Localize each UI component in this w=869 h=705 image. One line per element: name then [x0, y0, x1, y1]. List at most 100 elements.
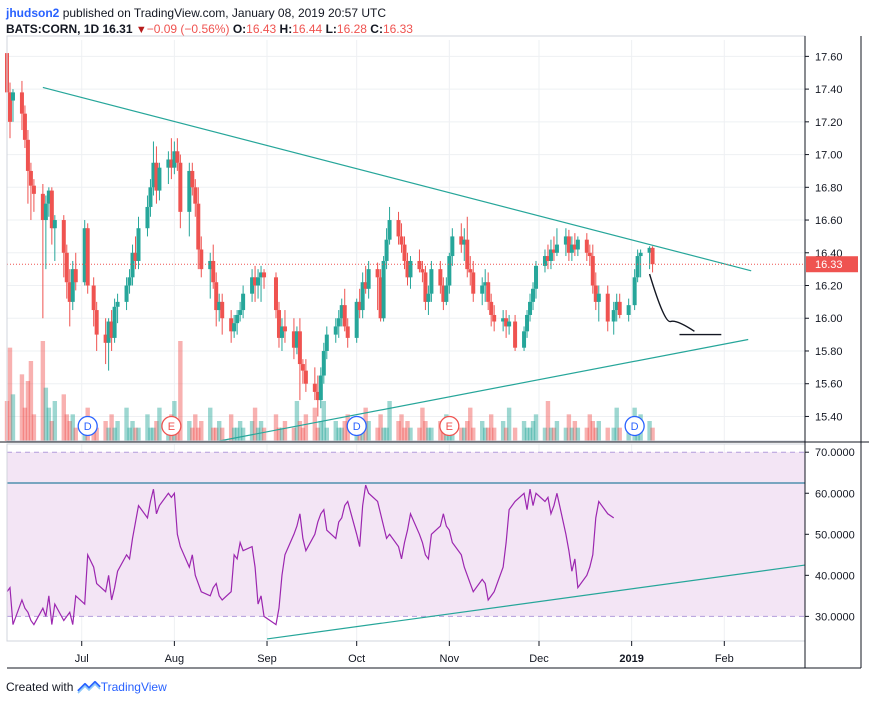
- chart-header: jhudson2 published on TradingView.com, J…: [6, 5, 856, 38]
- tradingview-brand[interactable]: TradingView: [100, 680, 167, 694]
- symbol-label: BATS:CORN, 1D: [6, 22, 100, 36]
- candle-body: [25, 139, 30, 171]
- candle-body: [587, 252, 592, 257]
- candle-body: [166, 159, 171, 168]
- candle-body: [363, 282, 368, 289]
- event-marker-label: D: [84, 421, 92, 433]
- candle-body: [256, 277, 261, 286]
- candle-body: [486, 282, 491, 302]
- price-tick-label: 15.40: [815, 411, 843, 423]
- open-value: 16.43: [246, 22, 277, 36]
- low-value: 16.28: [336, 22, 367, 36]
- volume-bar: [46, 407, 52, 441]
- last-price-badge: 16.33: [806, 256, 858, 273]
- volume-bar: [261, 427, 267, 441]
- candle-body: [106, 321, 111, 343]
- candle-body: [175, 151, 180, 163]
- volume-bar: [25, 381, 31, 441]
- volume-bar: [187, 421, 192, 441]
- volume-bar: [252, 407, 258, 441]
- candle-body: [417, 260, 422, 270]
- volume-bar: [22, 407, 28, 441]
- volume-bar: [228, 414, 234, 441]
- price-tick-label: 16.00: [815, 313, 843, 325]
- volume-bars: [4, 341, 655, 441]
- candle-body: [145, 206, 150, 229]
- candle-body: [318, 375, 323, 401]
- candle-body: [501, 318, 506, 322]
- volume-bar: [237, 421, 243, 441]
- volume-bar: [151, 427, 156, 441]
- candle-body: [46, 190, 51, 204]
- candle-body: [542, 256, 547, 266]
- last-price-badge-label: 16.33: [815, 259, 843, 271]
- candle-body: [522, 331, 527, 348]
- candle-body: [214, 282, 219, 311]
- volume-bar: [405, 421, 410, 441]
- candle-body: [545, 256, 550, 261]
- candle-body: [590, 256, 595, 286]
- candle-body: [253, 277, 258, 286]
- volume-bar: [127, 427, 132, 441]
- close-label: C:: [370, 22, 383, 36]
- candle-body: [563, 236, 568, 245]
- publish-line: jhudson2 published on TradingView.com, J…: [6, 5, 856, 21]
- price-trendline: [42, 86, 752, 272]
- volume-bar: [109, 414, 114, 441]
- candle-body: [534, 265, 539, 289]
- last-price-badge-bg: [806, 256, 858, 273]
- volume-bar: [566, 414, 572, 441]
- volume-bar: [650, 427, 655, 441]
- volume-bar: [480, 421, 485, 441]
- volume-bar: [297, 421, 303, 441]
- volume-bar: [324, 427, 329, 441]
- candle-body: [483, 282, 488, 286]
- candle-body: [617, 301, 622, 315]
- candle-body: [157, 167, 162, 191]
- volume-bar: [318, 421, 324, 441]
- volume-bar: [423, 421, 428, 441]
- event-marker-label: D: [631, 421, 639, 433]
- candle-body: [238, 310, 243, 315]
- rsi-tick-label: 30.0000: [815, 611, 855, 623]
- volume-bar: [465, 421, 470, 441]
- candle-body: [220, 301, 225, 319]
- candle-body: [444, 285, 449, 302]
- volume-bar: [157, 407, 162, 441]
- volume-bar: [31, 414, 37, 441]
- volume-bar: [255, 427, 261, 441]
- volume-bar: [471, 427, 476, 441]
- rsi-tick-label: 60.0000: [815, 488, 855, 500]
- candle-body: [273, 277, 278, 311]
- volume-bar: [234, 427, 240, 441]
- candle-body: [468, 269, 473, 273]
- candle-body: [605, 293, 610, 322]
- time-tick-label: Dec: [529, 653, 549, 665]
- candle-body: [465, 239, 470, 270]
- volume-bar: [611, 427, 616, 441]
- candle-body: [67, 282, 72, 302]
- volume-bar: [584, 427, 590, 441]
- candle-body: [611, 310, 616, 322]
- volume-bar: [548, 427, 554, 441]
- price-tick-label: 15.60: [815, 379, 843, 391]
- candle-body: [614, 301, 619, 311]
- open-label: O:: [232, 22, 247, 36]
- time-tick-label: Oct: [348, 653, 365, 665]
- volume-bar: [590, 421, 595, 441]
- volume-bar: [28, 361, 34, 441]
- candle-body: [336, 318, 341, 327]
- volume-bar: [438, 421, 443, 441]
- volume-bar: [527, 427, 533, 441]
- author-link[interactable]: jhudson2: [6, 6, 60, 20]
- rsi-line: [6, 484, 615, 626]
- candle-body: [250, 277, 255, 294]
- candle-body: [279, 326, 284, 338]
- candle-body: [130, 252, 135, 278]
- volume-bar: [112, 427, 117, 441]
- candle-body: [169, 159, 174, 168]
- volume-bar: [342, 421, 347, 441]
- volume-bar: [154, 421, 159, 441]
- drawn-projection-curve: [648, 273, 695, 332]
